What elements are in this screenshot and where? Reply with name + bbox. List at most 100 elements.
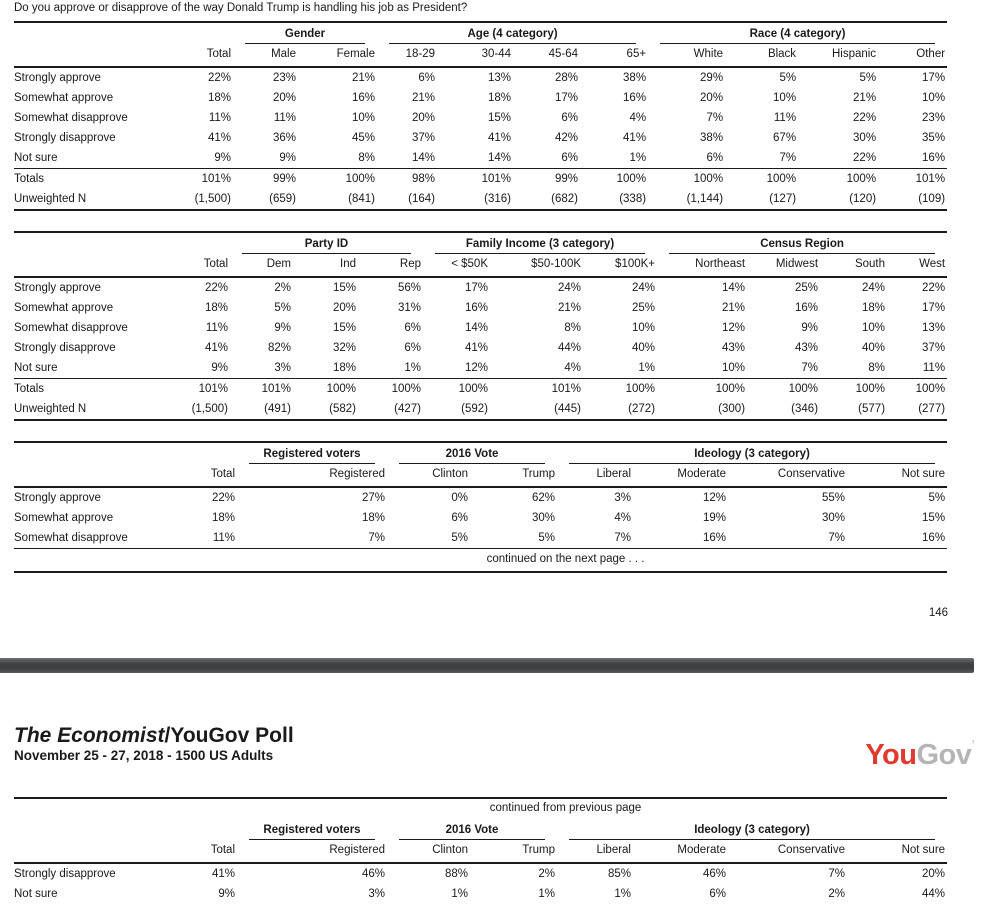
cell: 7% bbox=[828, 531, 846, 544]
group-header-spacer bbox=[14, 232, 230, 254]
cell: 99% bbox=[513, 168, 581, 189]
cell: 30% bbox=[853, 131, 877, 144]
group-header-census-region: Census Region bbox=[669, 238, 936, 254]
yougov-logo-tick: ’ bbox=[971, 737, 975, 752]
cell: 18% bbox=[332, 361, 356, 374]
cell: 22% bbox=[204, 281, 228, 294]
cell: 12% bbox=[464, 361, 489, 374]
cell: 20% bbox=[922, 867, 946, 880]
cell: 100% bbox=[358, 378, 424, 399]
cell: 101% bbox=[437, 168, 514, 189]
cell: 24% bbox=[557, 281, 582, 294]
cell: 100% bbox=[583, 378, 658, 399]
row-label: Strongly approve bbox=[14, 491, 101, 504]
row-label: Somewhat approve bbox=[14, 511, 114, 524]
cell: 10% bbox=[632, 321, 656, 334]
row-label: Strongly disapprove bbox=[14, 341, 116, 354]
cell: 25% bbox=[632, 301, 656, 314]
column-header: Liberal bbox=[557, 464, 634, 488]
group-header-spacer bbox=[14, 819, 237, 840]
table-row: Strongly disapprove 41% 82% 32% 6% 41% 44% 40% 4… bbox=[14, 338, 947, 358]
cell: 16% bbox=[351, 91, 376, 104]
cell: 1% bbox=[404, 361, 422, 374]
cell: (659) bbox=[269, 192, 296, 205]
table-row: Somewhat disapprove 11% 9% 15% 6% 14% 8% 10% 12%… bbox=[14, 318, 947, 338]
cell: 100% bbox=[648, 168, 726, 189]
row-label bbox=[14, 44, 174, 68]
yougov-logo-you: You bbox=[865, 739, 917, 771]
cell: 9% bbox=[214, 151, 231, 164]
column-header: Liberal bbox=[557, 840, 633, 864]
cell: 27% bbox=[361, 491, 385, 504]
column-header: Male bbox=[233, 44, 298, 68]
cell: (491) bbox=[264, 402, 291, 415]
cell: (127) bbox=[769, 192, 797, 205]
row-label: Unweighted N bbox=[14, 192, 87, 205]
table-body: Strongly approve 22% 27% 0% 62% 3% 12% 55% 5% Som… bbox=[14, 487, 947, 549]
group-header-spacer bbox=[14, 442, 237, 464]
continued-prev-row: continued from previous page bbox=[14, 798, 947, 819]
cell: 10% bbox=[862, 321, 886, 334]
column-header: Ind bbox=[293, 254, 358, 278]
row-label: Strongly disapprove bbox=[14, 867, 116, 880]
row-label: Totals bbox=[14, 168, 174, 189]
cell: 2% bbox=[828, 887, 845, 900]
cell: 2% bbox=[274, 281, 291, 294]
cell: 101% bbox=[878, 168, 948, 189]
cell: 20% bbox=[411, 111, 436, 124]
table-body: Strongly approve 22% 2% 15% 56% 17% 24% 24% 14% 2… bbox=[14, 277, 947, 379]
cell: (338) bbox=[619, 192, 647, 205]
cell: 20% bbox=[272, 91, 296, 104]
group-header-row: Gender Age (4 category) Race (4 category… bbox=[14, 22, 947, 44]
cell: 100% bbox=[747, 378, 821, 399]
cell: 101% bbox=[230, 378, 293, 399]
cell: 55% bbox=[821, 491, 846, 504]
cell: 21% bbox=[853, 91, 877, 104]
column-header: < $50K bbox=[423, 254, 491, 278]
cell: 3% bbox=[614, 491, 632, 504]
cell: 4% bbox=[614, 511, 632, 524]
cell: 15% bbox=[487, 111, 512, 124]
cell: 21% bbox=[722, 301, 746, 314]
group-header-2016-vote: 2016 Vote bbox=[399, 448, 546, 464]
cell: 14% bbox=[411, 151, 436, 164]
cell: 7% bbox=[779, 151, 797, 164]
table-row: Somewhat approve 18% 20% 16% 21% 18% 17% 16% 20%… bbox=[14, 88, 947, 108]
cell: 100% bbox=[798, 168, 879, 189]
cell: 8% bbox=[358, 151, 376, 164]
cell: 7% bbox=[368, 531, 385, 544]
cell: 17% bbox=[464, 281, 489, 294]
table-row: Not sure 9% 3% 18% 1% 12% 4% 1% 10% 7% 8% 11% bbox=[14, 358, 947, 379]
table-row: Strongly disapprove 41% 46% 88% 2% 85% 46% 7% 20… bbox=[14, 863, 947, 884]
column-header: 18-29 bbox=[377, 44, 438, 68]
cell: 4% bbox=[629, 111, 647, 124]
cell: 24% bbox=[862, 281, 886, 294]
cell: 37% bbox=[411, 131, 436, 144]
cell: 41% bbox=[211, 867, 235, 880]
cell: 17% bbox=[554, 91, 579, 104]
column-header-row: Total Registered Clinton Trump Liberal Modera… bbox=[14, 464, 948, 488]
cell: 11% bbox=[922, 361, 946, 374]
page2-header: The Economist/YouGov Poll November 25 - … bbox=[14, 724, 294, 763]
cell: (445) bbox=[554, 402, 582, 415]
cell: 6% bbox=[451, 511, 468, 524]
column-header: Total bbox=[170, 464, 237, 488]
cell: 9% bbox=[211, 361, 228, 374]
group-header-race: Race (4 category) bbox=[660, 28, 936, 44]
cell: 15% bbox=[332, 321, 356, 334]
cell: (1,144) bbox=[686, 192, 724, 205]
group-header-ideology: Ideology (3 category) bbox=[569, 824, 936, 840]
cell: 6% bbox=[404, 321, 422, 334]
cell: 7% bbox=[614, 531, 632, 544]
cell: 11% bbox=[273, 111, 296, 124]
column-header: Northeast bbox=[657, 254, 748, 278]
cell: 88% bbox=[444, 867, 468, 880]
yougov-logo-gov: Gov bbox=[916, 739, 972, 771]
column-header: Conservative bbox=[728, 464, 848, 488]
table-totals: Totals 101% 101% 100% 100% 100% 101% 100% 100% 10… bbox=[14, 378, 948, 421]
column-header: White bbox=[648, 44, 726, 68]
cell: 40% bbox=[632, 341, 656, 354]
group-header-family-income: Family Income (3 category) bbox=[435, 238, 646, 254]
table-row: Somewhat disapprove 11% 7% 5% 5% 7% 16% 7% 16% bbox=[14, 528, 947, 549]
cell: 41% bbox=[487, 131, 512, 144]
